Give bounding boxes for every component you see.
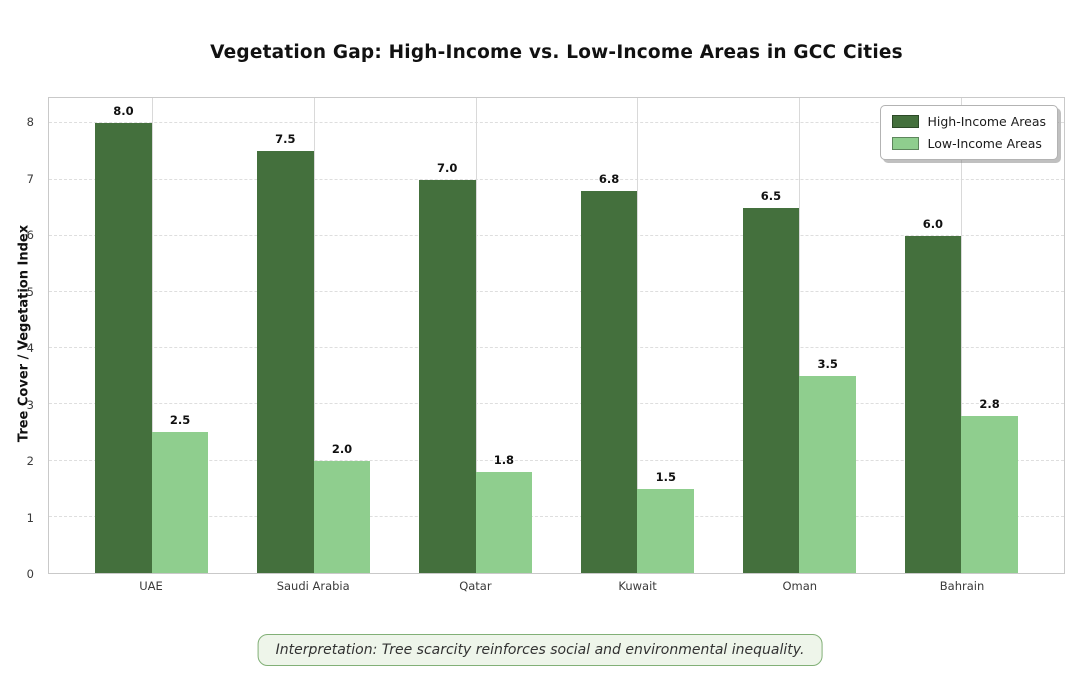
y-gridline [49, 459, 1064, 461]
y-gridline [49, 347, 1064, 349]
bar-value-label: 1.8 [493, 452, 515, 467]
y-tick-label: 1 [26, 510, 34, 525]
bar-low-income [961, 415, 1018, 573]
chart-title: Vegetation Gap: High-Income vs. Low-Inco… [210, 42, 903, 63]
legend-item-low-income: Low-Income Areas [891, 136, 1047, 151]
y-gridline [49, 234, 1064, 236]
y-gridline [49, 403, 1064, 405]
y-tick-label: 4 [26, 341, 34, 356]
x-tick-label: Saudi Arabia [276, 579, 350, 593]
y-axis-ticks: 0 1 2 3 4 5 6 7 8 [0, 97, 42, 581]
bar-value-label: 1.5 [655, 469, 676, 484]
bar-high-income [580, 190, 638, 573]
bar-value-label: 8.0 [113, 104, 134, 119]
low-income-swatch [891, 137, 919, 150]
x-gridline [313, 98, 315, 573]
y-tick-label: 6 [26, 228, 34, 243]
bar-value-label: 6.0 [922, 216, 944, 231]
x-gridline [799, 98, 801, 573]
bar-value-label: 7.0 [437, 160, 458, 175]
bar-value-label: 6.8 [598, 171, 620, 186]
interpretation-annotation: Interpretation: Tree scarcity reinforces… [257, 634, 823, 666]
legend-item-high-income: High-Income Areas [891, 114, 1047, 129]
x-tick-label: Bahrain [939, 579, 985, 593]
y-tick-label: 7 [26, 171, 34, 186]
bar-low-income [151, 432, 209, 573]
legend-label: High-Income Areas [927, 114, 1047, 129]
bar-low-income [313, 460, 371, 573]
x-gridline [475, 98, 477, 573]
y-gridline [49, 178, 1064, 180]
x-gridline [961, 98, 963, 573]
bar-high-income [418, 179, 476, 573]
y-tick-label: 8 [26, 115, 34, 130]
y-tick-label: 5 [26, 284, 34, 299]
x-gridline [151, 98, 153, 573]
x-tick-label: Oman [782, 579, 818, 593]
bar-value-label: 2.8 [979, 396, 1000, 411]
x-tick-label: UAE [139, 579, 163, 593]
y-tick-label: 2 [26, 454, 34, 469]
y-gridline [49, 122, 1064, 124]
legend-label: Low-Income Areas [927, 136, 1042, 151]
bar-value-label: 6.5 [760, 188, 782, 203]
bar-high-income [95, 123, 152, 573]
plot-area: 8.0 7.5 7.0 6.8 6.5 6.0 2.5 2.0 1.8 1.5 3.5 2.8 Hig… [48, 97, 1065, 574]
legend: High-Income Areas Low-Income Areas [879, 105, 1058, 160]
bar-low-income [475, 471, 533, 573]
bar-value-label: 3.5 [817, 357, 838, 372]
bar-high-income [742, 207, 800, 573]
y-gridline [49, 515, 1064, 517]
bar-low-income [799, 376, 856, 573]
y-tick-label: 0 [26, 567, 34, 581]
x-tick-label: Qatar [459, 579, 492, 593]
bar-value-label: 2.5 [169, 413, 191, 428]
high-income-swatch [891, 115, 919, 128]
bar-low-income [637, 488, 695, 573]
bar-high-income [904, 235, 962, 573]
bar-value-label: 2.0 [331, 441, 353, 456]
y-tick-label: 3 [26, 397, 34, 412]
x-gridline [637, 98, 639, 573]
y-gridline [49, 290, 1064, 292]
bar-high-income [257, 151, 314, 573]
x-axis-ticks: UAE Saudi Arabia Qatar Kuwait Oman Bahrain [48, 579, 1065, 599]
x-tick-label: Kuwait [618, 579, 657, 593]
bar-value-label: 7.5 [275, 132, 296, 147]
